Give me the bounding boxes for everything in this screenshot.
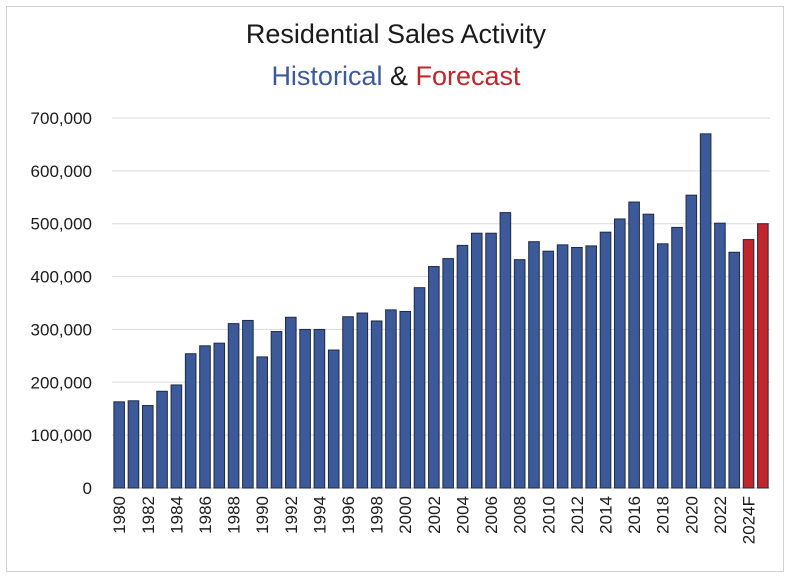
bar-2000 — [399, 310, 412, 489]
chart-title: Residential Sales Activity — [245, 19, 547, 49]
bar-1994 — [313, 328, 326, 489]
bar-2005 — [470, 232, 483, 489]
bar-1997 — [356, 312, 369, 489]
x-tick-label: 1982 — [139, 496, 158, 534]
subtitle-historical: Historical — [271, 61, 383, 91]
bar-2019 — [671, 226, 683, 489]
bar-1980 — [113, 401, 125, 489]
y-tick-label: 0 — [83, 479, 92, 498]
bar-2011 — [556, 244, 569, 489]
x-tick-label: 1998 — [368, 496, 387, 534]
x-tick-label: 1990 — [253, 496, 272, 534]
x-tick-label: 1988 — [225, 496, 244, 534]
x-tick-label: 2016 — [625, 496, 644, 534]
y-tick-label: 500,000 — [31, 215, 92, 234]
bar-2022 — [714, 222, 726, 489]
bar-1996 — [342, 316, 354, 489]
bar-1992 — [285, 316, 297, 489]
subtitle-ampersand: & — [389, 61, 408, 91]
bar-1983 — [156, 390, 168, 489]
bar-forecast-2025F — [757, 223, 769, 489]
x-tick-label: 2010 — [539, 496, 558, 534]
y-tick-label: 200,000 — [31, 373, 92, 392]
bar-1990 — [256, 356, 268, 489]
bar-2021 — [699, 133, 712, 489]
bar-2006 — [485, 232, 497, 489]
bar-1995 — [327, 349, 340, 489]
x-tick-label: 2002 — [425, 496, 444, 534]
y-axis-ticks: 0 100,000 200,000 300,000 400,000 500,000 600,… — [31, 109, 92, 498]
bar-2014 — [599, 231, 612, 489]
bar-1991 — [270, 331, 283, 489]
bar-2018 — [656, 243, 669, 489]
bar-1999 — [385, 309, 397, 489]
x-tick-label: 1992 — [282, 496, 301, 534]
bar-1988 — [227, 323, 240, 489]
bar-2016 — [628, 201, 640, 489]
x-tick-label: 1984 — [167, 496, 186, 534]
x-axis-ticks: 1980 1982 1984 1986 1988 1990 1992 1994 1996 1998… — [110, 496, 758, 544]
bar-2002 — [428, 266, 440, 489]
y-tick-label: 400,000 — [31, 268, 92, 287]
bar-2003 — [442, 258, 454, 489]
x-tick-label: 2008 — [511, 496, 530, 534]
bar-2017 — [642, 213, 655, 489]
chart-subtitle: Historical & Forecast — [0, 60, 792, 92]
x-tick-label: 2024F — [740, 496, 759, 544]
subtitle-forecast: Forecast — [415, 61, 521, 91]
bars — [113, 133, 769, 489]
bar-forecast-2024F — [742, 239, 755, 489]
bar-1989 — [242, 319, 254, 489]
bar-2009 — [528, 241, 540, 489]
x-tick-label: 1986 — [196, 496, 215, 534]
bar-1987 — [213, 342, 226, 489]
bar-2023 — [728, 251, 741, 489]
bar-1984 — [170, 384, 183, 489]
bar-2007 — [499, 212, 512, 489]
bar-1985 — [184, 353, 197, 489]
y-tick-label: 100,000 — [31, 426, 92, 445]
x-tick-label: 2006 — [482, 496, 501, 534]
bar-1981 — [127, 400, 140, 489]
x-tick-label: 2022 — [711, 496, 730, 534]
x-tick-label: 1994 — [310, 496, 329, 534]
x-tick-label: 1980 — [110, 496, 129, 534]
bar-2008 — [513, 259, 526, 489]
bar-2020 — [685, 194, 698, 489]
bar-2010 — [542, 250, 555, 489]
bar-2013 — [585, 245, 597, 489]
bar-2015 — [614, 218, 626, 489]
y-tick-label: 700,000 — [31, 109, 92, 128]
x-tick-label: 1996 — [339, 496, 358, 534]
bar-1993 — [299, 328, 311, 489]
x-tick-label: 2014 — [597, 496, 616, 534]
y-tick-label: 600,000 — [31, 162, 92, 181]
bar-2004 — [456, 244, 469, 489]
x-tick-label: 2018 — [654, 496, 673, 534]
bar-1982 — [141, 405, 154, 489]
x-tick-label: 2004 — [453, 496, 472, 534]
x-tick-label: 2000 — [396, 496, 415, 534]
x-tick-label: 2012 — [568, 496, 587, 534]
bar-2001 — [413, 287, 426, 489]
bar-2012 — [571, 247, 583, 489]
x-tick-label: 2020 — [682, 496, 701, 534]
y-tick-label: 300,000 — [31, 320, 92, 339]
bar-1998 — [370, 320, 383, 489]
bar-1986 — [199, 345, 211, 489]
